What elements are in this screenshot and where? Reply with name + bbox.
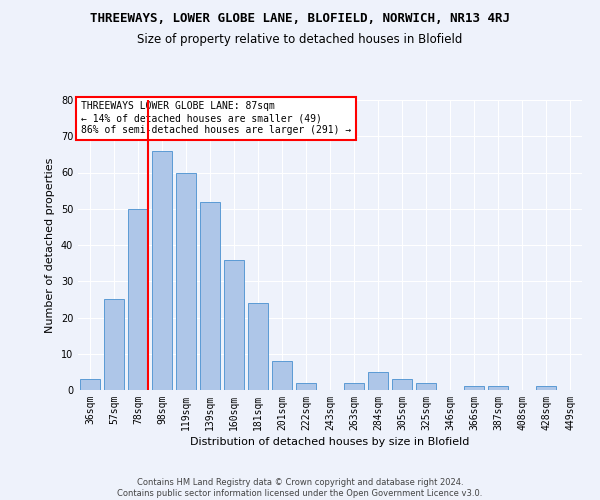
Text: THREEWAYS, LOWER GLOBE LANE, BLOFIELD, NORWICH, NR13 4RJ: THREEWAYS, LOWER GLOBE LANE, BLOFIELD, N… (90, 12, 510, 26)
Bar (248, 303, 268, 390)
Bar (464, 386, 484, 390)
Bar (104, 300, 124, 390)
Bar (80, 379, 100, 390)
Bar (488, 386, 508, 390)
Bar (224, 260, 244, 390)
Bar (416, 383, 436, 390)
Bar (344, 383, 364, 390)
Bar (296, 383, 316, 390)
Bar (536, 386, 556, 390)
Bar (200, 202, 220, 390)
Bar (176, 172, 196, 390)
Bar (368, 372, 388, 390)
Text: Size of property relative to detached houses in Blofield: Size of property relative to detached ho… (137, 32, 463, 46)
Text: THREEWAYS LOWER GLOBE LANE: 87sqm
← 14% of detached houses are smaller (49)
86% : THREEWAYS LOWER GLOBE LANE: 87sqm ← 14% … (80, 102, 351, 134)
Bar (272, 361, 292, 390)
Y-axis label: Number of detached properties: Number of detached properties (45, 158, 55, 332)
X-axis label: Distribution of detached houses by size in Blofield: Distribution of detached houses by size … (190, 437, 470, 447)
Bar (392, 379, 412, 390)
Text: Contains HM Land Registry data © Crown copyright and database right 2024.
Contai: Contains HM Land Registry data © Crown c… (118, 478, 482, 498)
Bar (152, 151, 172, 390)
Bar (128, 209, 148, 390)
